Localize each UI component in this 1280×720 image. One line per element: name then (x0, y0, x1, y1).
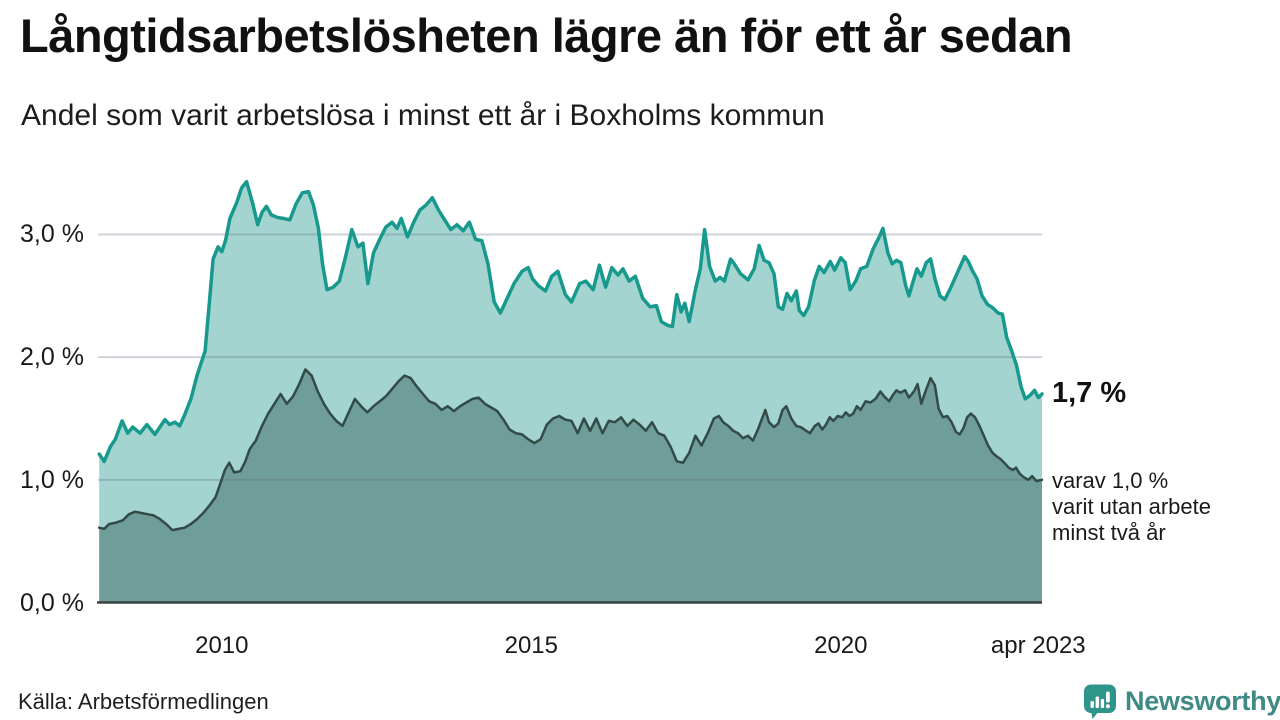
newsworthy-wordmark: Newsworthy (1125, 685, 1280, 716)
y-tick-label: 3,0 % (20, 220, 84, 249)
x-tick-label: 2010 (195, 632, 249, 659)
page-title: Långtidsarbetslösheten lägre än för ett … (20, 9, 1073, 62)
two-year-note-line: varit utan arbete (1052, 493, 1211, 519)
newsworthy-speech-bubble-icon (1084, 684, 1116, 719)
y-tick-label: 1,0 % (20, 465, 84, 494)
line-minst-tva-ar (97, 368, 1044, 532)
two-year-note: varav 1,0 % varit utan arbete minst två år (1052, 468, 1211, 546)
x-tick-label: apr 2023 (990, 632, 1086, 659)
x-tick-label: 2015 (504, 632, 558, 659)
area-minst-tva-ar (99, 369, 1042, 603)
source-label: Källa: Arbetsförmedlingen (18, 689, 269, 714)
latest-total-value-label: 1,7 % (1052, 376, 1127, 409)
x-tick-label: 2020 (814, 632, 868, 659)
y-tick-label: 0,0 % (20, 588, 84, 617)
newsworthy-logo: Newsworthy (1082, 683, 1280, 719)
line-minst-ett-ar (97, 179, 1044, 464)
page-subtitle: Andel som varit arbetslösa i minst ett å… (21, 99, 825, 132)
two-year-note-line: varav 1,0 % (1052, 467, 1169, 493)
two-year-note-line: minst två år (1052, 519, 1166, 545)
y-tick-label: 2,0 % (20, 343, 84, 372)
area-minst-ett-ar (99, 181, 1042, 603)
